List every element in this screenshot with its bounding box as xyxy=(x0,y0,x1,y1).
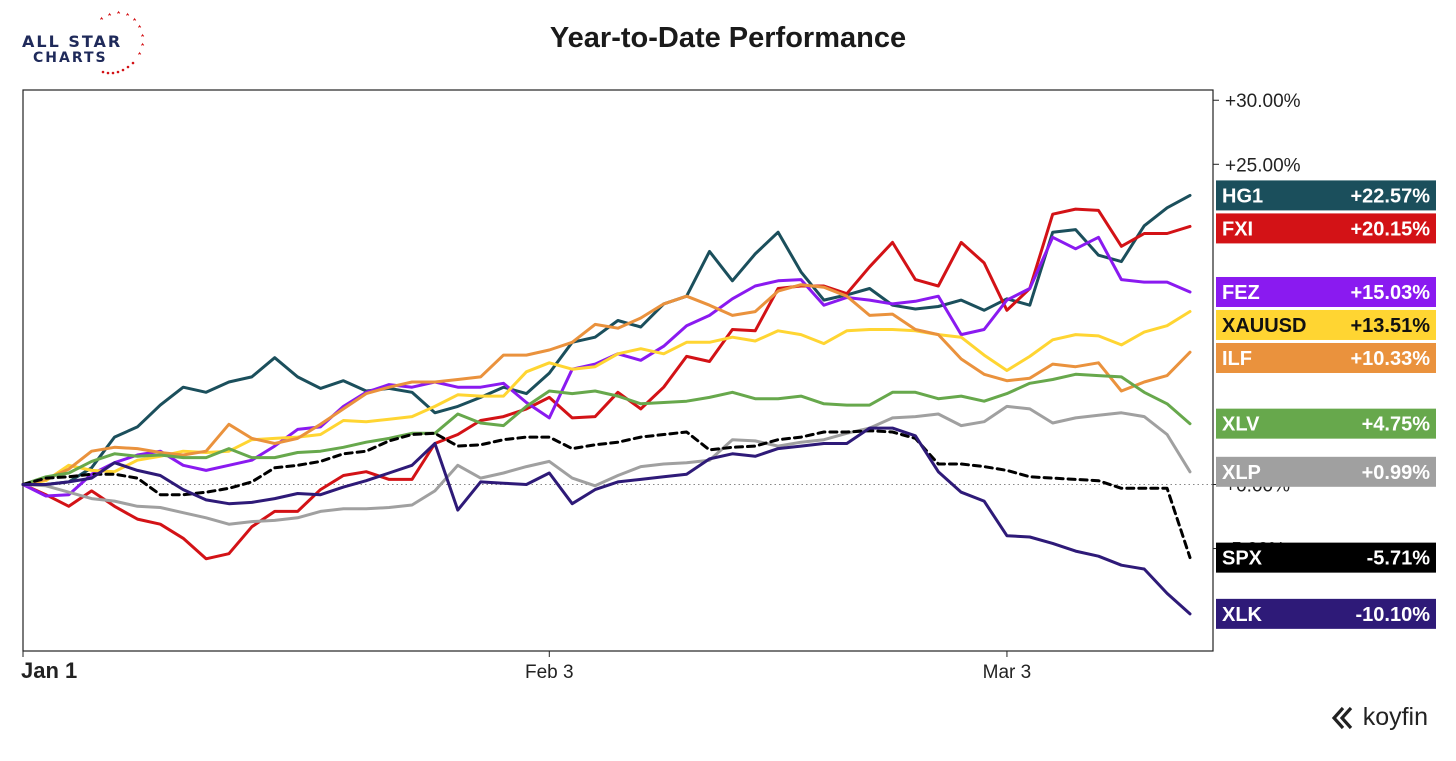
series-label-box-spx xyxy=(1216,542,1436,573)
series-line-hg1 xyxy=(21,193,1192,486)
series-name-fez: FEZ xyxy=(1222,282,1260,304)
series-value-xlv: +4.75% xyxy=(1362,414,1431,436)
series-line-fxi xyxy=(21,207,1192,561)
series-line-xlv xyxy=(21,372,1192,486)
series-label-box-xlp xyxy=(1216,456,1436,487)
series-value-fxi: +20.15% xyxy=(1350,218,1430,240)
series-name-xlp: XLP xyxy=(1222,462,1261,484)
series-line-spx xyxy=(21,429,1192,560)
koyfin-logo-icon xyxy=(1331,706,1352,729)
plot-frame xyxy=(22,89,1214,652)
series-label-box-fxi xyxy=(1216,213,1436,244)
series-value-ilf: +10.33% xyxy=(1350,348,1430,370)
series-name-xlk: XLK xyxy=(1222,604,1263,626)
series-label-box-xauusd xyxy=(1216,309,1436,340)
x-tick-label: Jan 1 xyxy=(21,658,77,683)
series-label-box-hg1 xyxy=(1216,180,1436,211)
series-value-spx: -5.71% xyxy=(1367,548,1431,570)
chart-title: Year-to-Date Performance xyxy=(549,22,907,54)
series-name-ilf: ILF xyxy=(1222,348,1252,370)
series-line-xlp xyxy=(21,404,1192,526)
y-tick-label: +30.00% xyxy=(1225,91,1301,112)
koyfin-brand-text: koyfin xyxy=(1362,703,1428,731)
series-label-box-fez xyxy=(1216,276,1436,307)
series-name-xlv: XLV xyxy=(1222,414,1260,436)
series-line-xlk xyxy=(21,426,1192,616)
series-value-hg1: +22.57% xyxy=(1350,185,1430,207)
series-name-fxi: FXI xyxy=(1222,218,1253,240)
series-line-ilf xyxy=(21,283,1192,486)
series-label-box-ilf xyxy=(1216,342,1436,373)
logo-line-1: ALL STAR xyxy=(22,32,123,51)
series-name-xauusd: XAUUSD xyxy=(1222,315,1306,337)
y-tick-label: +25.00% xyxy=(1225,155,1301,176)
series-value-fez: +15.03% xyxy=(1350,282,1430,304)
x-tick-label: Mar 3 xyxy=(983,662,1032,683)
series-value-xauusd: +13.51% xyxy=(1350,315,1430,337)
series-name-spx: SPX xyxy=(1222,548,1263,570)
koyfin-brand: koyfin xyxy=(1331,703,1428,732)
all-star-charts-logo: ALL STAR CHARTS xyxy=(22,10,152,80)
logo-line-2: CHARTS xyxy=(33,50,108,66)
logo-stars-icon xyxy=(100,10,145,75)
x-tick-label: Feb 3 xyxy=(525,662,574,683)
series-value-xlk: -10.10% xyxy=(1356,604,1431,626)
series-value-xlp: +0.99% xyxy=(1362,462,1431,484)
series-label-box-xlv xyxy=(1216,408,1436,439)
series-label-box-xlk xyxy=(1216,598,1436,629)
series-name-hg1: HG1 xyxy=(1222,185,1263,207)
